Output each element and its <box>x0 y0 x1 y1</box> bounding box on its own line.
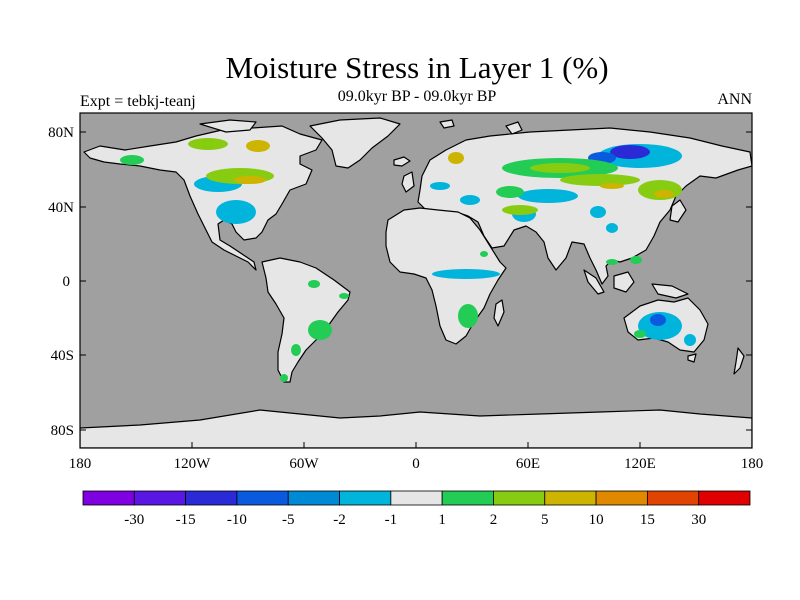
anomaly-patch <box>630 256 642 264</box>
anomaly-patch <box>120 155 144 165</box>
iceland <box>393 156 411 167</box>
antarctica <box>80 409 752 448</box>
lat-tick-label: 0 <box>63 274 71 290</box>
colorbar-swatch <box>441 490 494 506</box>
anomaly-patch <box>606 223 618 233</box>
continents <box>80 117 752 448</box>
colorbar-swatch <box>390 490 443 506</box>
anomaly-patch <box>188 138 228 150</box>
new-guinea <box>651 283 689 299</box>
anomaly-patch <box>502 205 538 215</box>
map-title: Moisture Stress in Layer 1 (%) <box>225 50 609 85</box>
lat-tick-label: 80S <box>51 423 74 439</box>
anomaly-patch <box>530 163 590 173</box>
anomaly-patch <box>246 140 270 152</box>
colorbar-swatch <box>133 490 187 506</box>
anomaly-shading <box>120 138 696 382</box>
novaya-zemlya <box>505 121 523 135</box>
colorbar-swatch <box>646 490 700 506</box>
colorbar-label: -5 <box>282 512 295 528</box>
colorbar-swatch <box>236 490 289 506</box>
anomaly-patch <box>496 186 524 198</box>
colorbar-swatch <box>82 490 135 506</box>
colorbar-swatch <box>339 490 392 506</box>
lon-tick-label: 60W <box>289 456 319 472</box>
lon-tick-label: 120W <box>174 456 212 472</box>
colorbar-label: -2 <box>333 512 346 528</box>
anomaly-patch <box>216 200 256 224</box>
lon-tick-label: 180 <box>741 456 764 472</box>
madagascar <box>493 299 505 327</box>
anomaly-patch <box>308 280 320 288</box>
colorbar-label: -10 <box>227 512 247 528</box>
lat-tick-label: 40N <box>48 200 74 216</box>
anomaly-patch <box>308 320 332 340</box>
lon-tick-label: 120E <box>624 456 656 472</box>
colorbar-label: 5 <box>541 512 549 528</box>
colorbar-swatch <box>595 490 648 506</box>
colorbar-swatch <box>544 490 597 506</box>
arctic-islands <box>199 119 257 133</box>
anomaly-patch <box>600 183 624 189</box>
anomaly-patch <box>590 206 606 218</box>
anomaly-patch <box>518 189 578 203</box>
lon-tick-label: 0 <box>412 456 420 472</box>
anomaly-patch <box>280 374 288 382</box>
great-britain <box>401 171 415 193</box>
greenland <box>309 117 401 169</box>
colorbar-swatch <box>287 490 340 506</box>
longitude-axis <box>79 442 753 448</box>
anomaly-patch <box>684 334 696 346</box>
colorbar-swatch <box>185 490 238 506</box>
south-america <box>261 257 351 383</box>
anomaly-patch <box>634 330 646 338</box>
lon-tick-label: 60E <box>516 456 540 472</box>
eurasia <box>417 127 752 285</box>
map-subtitle: 09.0kyr BP - 09.0kyr BP <box>337 88 497 105</box>
colorbar-swatch <box>698 490 751 506</box>
colorbar: -30 -15 -10 -5 -2 -1 1 2 5 10 15 30 <box>82 490 751 528</box>
tasmania <box>687 353 697 363</box>
anomaly-patch <box>460 195 480 205</box>
borneo <box>613 271 635 293</box>
lat-tick-label: 40S <box>51 348 74 364</box>
anomaly-patch <box>606 259 618 265</box>
latitude-axis <box>80 131 752 431</box>
anomaly-patch <box>430 182 450 190</box>
colorbar-label: -15 <box>176 512 196 528</box>
anomaly-patch <box>448 152 464 164</box>
new-zealand <box>733 347 745 375</box>
experiment-label: Expt = tebkj-teanj <box>80 93 196 110</box>
colorbar-label: 30 <box>691 512 706 528</box>
anomaly-patch <box>650 314 666 326</box>
colorbar-swatch <box>493 490 546 506</box>
colorbar-label: -1 <box>385 512 398 528</box>
anomaly-patch <box>638 312 682 340</box>
anomaly-patch <box>339 293 349 299</box>
anomaly-patch <box>654 190 674 198</box>
colorbar-label: 15 <box>640 512 655 528</box>
japan <box>669 199 687 223</box>
anomaly-patch <box>480 251 488 257</box>
lat-tick-label: 80N <box>48 125 74 141</box>
north-america <box>83 125 323 271</box>
svalbard <box>439 119 455 129</box>
colorbar-label: 2 <box>490 512 498 528</box>
colorbar-label: 10 <box>589 512 604 528</box>
anomaly-patch <box>291 344 301 356</box>
colorbar-label: -30 <box>124 512 144 528</box>
anomaly-patch <box>458 304 478 328</box>
anomaly-patch <box>234 176 266 184</box>
sumatra <box>583 269 605 295</box>
lon-tick-label: 180 <box>69 456 92 472</box>
season-label: ANN <box>717 91 752 108</box>
colorbar-label: 1 <box>438 512 446 528</box>
anomaly-patch <box>560 174 640 186</box>
anomaly-patch <box>610 145 650 159</box>
anomaly-patch <box>432 269 500 279</box>
